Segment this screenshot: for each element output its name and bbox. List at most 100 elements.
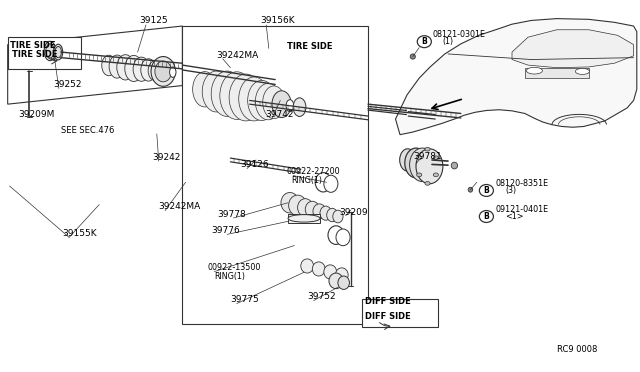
Ellipse shape — [399, 149, 416, 171]
Bar — [288, 214, 320, 223]
Ellipse shape — [315, 173, 332, 192]
Text: TIRE SIDE: TIRE SIDE — [12, 50, 57, 59]
Ellipse shape — [320, 206, 332, 220]
Ellipse shape — [425, 182, 430, 185]
Bar — [8, 37, 81, 69]
Text: 39155K: 39155K — [63, 229, 97, 238]
Text: 39242: 39242 — [152, 153, 180, 162]
Text: 39126: 39126 — [241, 160, 269, 169]
Ellipse shape — [324, 175, 338, 192]
Ellipse shape — [410, 148, 435, 182]
Ellipse shape — [46, 44, 54, 58]
Text: <1>: <1> — [505, 212, 524, 221]
Ellipse shape — [109, 55, 125, 78]
Ellipse shape — [54, 44, 63, 60]
Text: 39752: 39752 — [307, 292, 336, 301]
Ellipse shape — [479, 211, 493, 222]
Ellipse shape — [417, 156, 422, 160]
Text: 00922-27200: 00922-27200 — [287, 167, 340, 176]
Text: RING(1): RING(1) — [291, 176, 322, 185]
Ellipse shape — [329, 273, 343, 289]
Text: 08120-8351E: 08120-8351E — [495, 179, 548, 188]
Ellipse shape — [170, 67, 176, 77]
Ellipse shape — [229, 74, 262, 121]
Text: (1): (1) — [442, 37, 453, 46]
Ellipse shape — [417, 173, 422, 177]
Ellipse shape — [293, 98, 306, 116]
Ellipse shape — [468, 187, 472, 192]
Text: RC9 0008: RC9 0008 — [557, 345, 597, 354]
Ellipse shape — [55, 46, 61, 58]
Text: B: B — [484, 186, 489, 195]
Ellipse shape — [193, 71, 217, 107]
Ellipse shape — [433, 173, 438, 177]
Ellipse shape — [133, 57, 150, 81]
Ellipse shape — [433, 156, 438, 160]
Ellipse shape — [313, 204, 326, 219]
Text: 39156K: 39156K — [260, 16, 294, 25]
Ellipse shape — [479, 185, 493, 196]
Ellipse shape — [289, 195, 307, 215]
Ellipse shape — [44, 41, 56, 61]
Text: 39242MA: 39242MA — [159, 202, 201, 211]
Text: DIFF SIDE: DIFF SIDE — [365, 297, 410, 306]
Ellipse shape — [272, 91, 291, 118]
Text: 00922-13500: 00922-13500 — [208, 263, 261, 272]
Ellipse shape — [526, 67, 543, 74]
Text: B: B — [422, 37, 427, 46]
Text: 39209M: 39209M — [18, 110, 54, 119]
Ellipse shape — [125, 55, 143, 81]
Ellipse shape — [338, 276, 349, 289]
Ellipse shape — [336, 229, 350, 246]
Ellipse shape — [298, 199, 313, 217]
Ellipse shape — [312, 262, 325, 276]
Ellipse shape — [202, 71, 230, 112]
Ellipse shape — [116, 55, 134, 80]
Text: 39781: 39781 — [413, 152, 442, 161]
Text: 08121-0301E: 08121-0301E — [433, 31, 486, 39]
Text: 39252: 39252 — [53, 80, 82, 89]
Text: 39242MA: 39242MA — [216, 51, 259, 60]
Text: TIRE SIDE: TIRE SIDE — [287, 42, 332, 51]
Text: 39125: 39125 — [140, 16, 168, 25]
Text: 39775: 39775 — [230, 295, 259, 304]
Text: B: B — [484, 212, 489, 221]
Polygon shape — [396, 19, 637, 135]
Ellipse shape — [575, 68, 589, 74]
Ellipse shape — [410, 54, 415, 59]
Ellipse shape — [327, 208, 338, 222]
Ellipse shape — [288, 215, 320, 222]
Text: TIRE SIDE: TIRE SIDE — [10, 41, 56, 50]
Ellipse shape — [405, 148, 428, 178]
Text: SEE SEC.476: SEE SEC.476 — [61, 126, 114, 135]
Text: 39209: 39209 — [339, 208, 368, 217]
Ellipse shape — [155, 61, 172, 82]
Ellipse shape — [148, 61, 161, 80]
Ellipse shape — [220, 72, 254, 119]
Text: RING(1): RING(1) — [214, 272, 245, 281]
Ellipse shape — [417, 36, 431, 48]
Ellipse shape — [416, 149, 443, 184]
Ellipse shape — [239, 77, 269, 121]
Bar — [362, 299, 438, 327]
Ellipse shape — [102, 55, 116, 76]
Ellipse shape — [141, 59, 156, 81]
Ellipse shape — [335, 268, 348, 282]
Ellipse shape — [301, 259, 314, 273]
Ellipse shape — [286, 100, 294, 112]
Ellipse shape — [248, 80, 276, 121]
Text: DIFF SIDE: DIFF SIDE — [365, 312, 410, 321]
Ellipse shape — [324, 265, 337, 279]
Ellipse shape — [151, 57, 175, 86]
Text: 39776: 39776 — [211, 226, 240, 235]
Text: (3): (3) — [505, 186, 516, 195]
Ellipse shape — [425, 147, 430, 151]
Ellipse shape — [328, 226, 344, 244]
Text: 39778: 39778 — [218, 210, 246, 219]
Ellipse shape — [451, 162, 458, 169]
Ellipse shape — [281, 193, 299, 213]
Ellipse shape — [263, 86, 285, 119]
Text: 09121-0401E: 09121-0401E — [495, 205, 548, 214]
Ellipse shape — [305, 201, 319, 218]
Bar — [525, 68, 589, 78]
